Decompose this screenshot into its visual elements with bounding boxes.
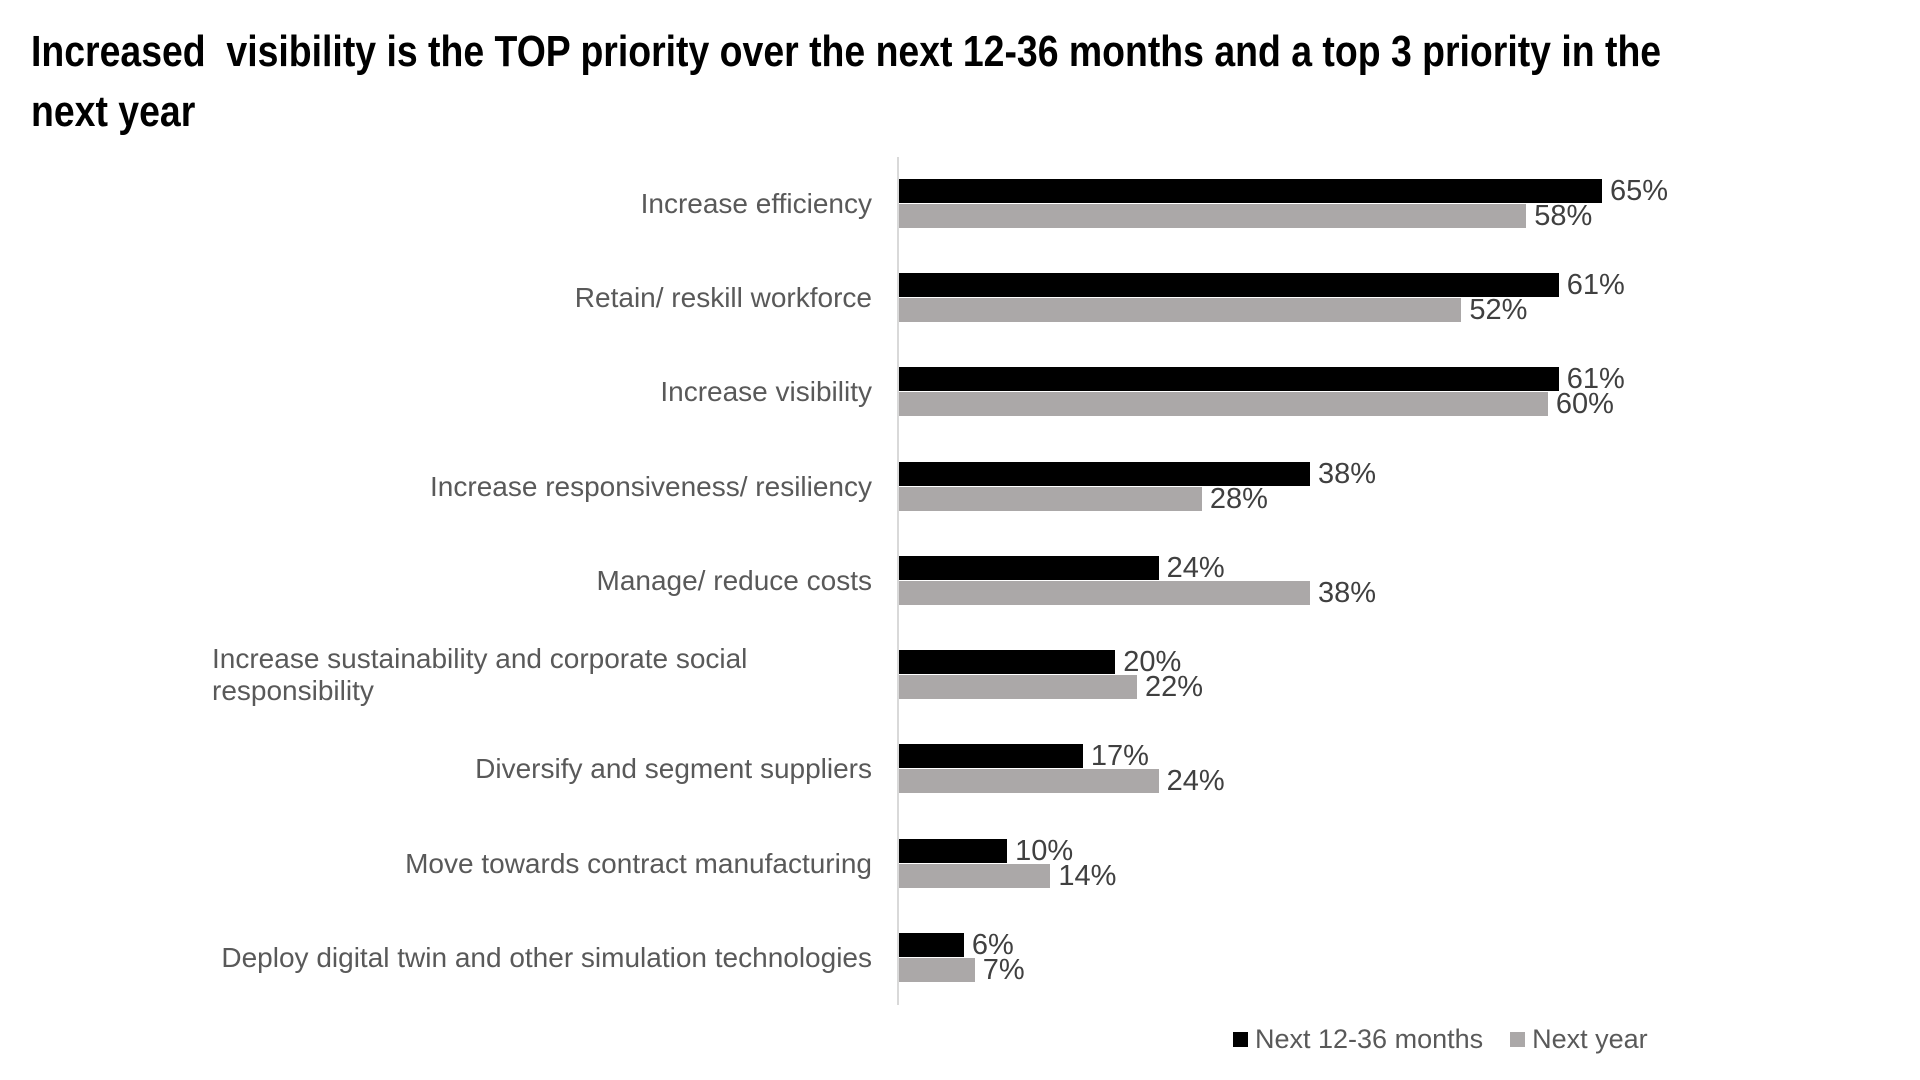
bar-next-12-36-months	[899, 932, 964, 957]
value-label: 20%	[1123, 646, 1182, 679]
category-label-text: Increase responsiveness/ resiliency	[430, 470, 872, 502]
bar-group-next-year: 14%	[899, 859, 1899, 892]
bar-row: 17% 24%	[899, 722, 1899, 798]
value-label: 24%	[1166, 765, 1225, 798]
bar-group-next-year: 28%	[899, 482, 1899, 515]
bar-row: 61% 52%	[899, 251, 1899, 327]
bar-next-year	[899, 957, 975, 982]
bar-next-12-36-months	[899, 367, 1559, 392]
category-label-text: Move towards contract manufacturing	[405, 847, 872, 879]
bar-next-12-36-months	[899, 461, 1310, 486]
category-label: Increase efficiency	[0, 157, 872, 251]
value-label: 38%	[1317, 457, 1377, 490]
bar-row: 20% 22%	[899, 628, 1899, 704]
bar-group-next-12-36-months: 61%	[899, 363, 1899, 396]
value-label: 14%	[1058, 859, 1117, 892]
bar-group-next-12-36-months: 38%	[899, 457, 1899, 490]
value-label: 24%	[1166, 551, 1225, 584]
category-label-text: Deploy digital twin and other simulation…	[221, 941, 872, 973]
bar-next-year	[899, 863, 1051, 888]
bar-next-12-36-months	[899, 179, 1602, 203]
bar-group-next-12-36-months: 17%	[899, 740, 1899, 773]
category-axis-labels: Increase efficiency Retain/ reskill workf…	[0, 157, 898, 1005]
value-label: 65%	[1610, 175, 1669, 207]
value-label: 60%	[1555, 388, 1614, 421]
bar-row: 38% 28%	[899, 440, 1899, 515]
bar-next-year	[899, 298, 1462, 323]
category-label-text: Manage/ reduce costs	[596, 564, 873, 596]
legend-swatch-next-year	[1510, 1032, 1526, 1047]
category-label: Increase responsiveness/ resiliency	[0, 440, 872, 534]
bar-group-next-12-36-months: 10%	[899, 834, 1899, 867]
category-label: Retain/ reskill workforce	[0, 251, 872, 345]
category-label-text: Increase sustainability and corporate so…	[212, 643, 748, 707]
category-label: Diversify and segment suppliers	[0, 722, 872, 816]
bar-next-year	[899, 675, 1137, 700]
category-label-text: Retain/ reskill workforce	[574, 282, 872, 314]
legend: Next 12-36 months Next year	[1233, 1024, 1648, 1055]
plot-area: 65% 58% 61% 52% 61% 60% 38% 28% 24% 38% 20% 22% 17% 2…	[899, 157, 1899, 1005]
category-label: Increase visibility	[0, 345, 872, 439]
legend-label-next-year: Next year	[1532, 1024, 1648, 1054]
value-label: 52%	[1469, 294, 1528, 327]
bar-row: 6% 7%	[899, 911, 1899, 986]
bar-next-12-36-months	[899, 273, 1559, 298]
value-label: 38%	[1317, 576, 1377, 609]
value-label: 58%	[1534, 200, 1593, 232]
bar-next-year	[899, 580, 1310, 605]
bar-group-next-12-36-months: 6%	[899, 928, 1899, 961]
chart-title-line2: next year	[31, 87, 196, 136]
bar-group-next-12-36-months: 24%	[899, 551, 1899, 584]
bar-next-year	[899, 769, 1159, 794]
value-label: 10%	[1015, 834, 1074, 867]
legend-label-next-12-36-months: Next 12-36 months	[1255, 1024, 1484, 1054]
bar-next-12-36-months	[899, 555, 1159, 580]
value-label: 17%	[1090, 740, 1149, 773]
bar-group-next-year: 60%	[899, 388, 1899, 421]
bar-group-next-year: 22%	[899, 671, 1899, 704]
value-label: 28%	[1209, 482, 1268, 515]
category-label-text: Diversify and segment suppliers	[475, 753, 872, 785]
bar-next-year	[899, 392, 1548, 417]
bar-group-next-year: 58%	[899, 200, 1899, 232]
bar-group-next-year: 24%	[899, 765, 1899, 798]
category-axis-line	[897, 157, 899, 1005]
category-label: Increase sustainability and corporate so…	[0, 628, 872, 722]
category-label: Move towards contract manufacturing	[0, 817, 872, 911]
category-label-text: Increase efficiency	[640, 188, 872, 219]
bar-next-12-36-months	[899, 838, 1008, 863]
value-label: 7%	[982, 953, 1025, 986]
category-label-text: Increase visibility	[660, 376, 872, 408]
legend-swatch-next-12-36-months	[1233, 1032, 1248, 1047]
value-label: 6%	[971, 928, 1014, 961]
value-label: 61%	[1566, 363, 1625, 396]
bar-row: 24% 38%	[899, 534, 1899, 609]
bar-group-next-year: 7%	[899, 953, 1899, 986]
bar-next-year	[899, 204, 1527, 228]
value-label: 61%	[1566, 269, 1625, 302]
bar-row: 61% 60%	[899, 345, 1899, 421]
chart-title: Increased visibility is the TOP priority…	[31, 22, 1901, 142]
bar-row: 65% 58%	[899, 157, 1899, 232]
bar-group-next-12-36-months: 65%	[899, 175, 1899, 207]
bar-next-year	[899, 486, 1202, 511]
bar-row: 10% 14%	[899, 817, 1899, 892]
category-label: Deploy digital twin and other simulation…	[0, 911, 872, 1005]
bar-group-next-12-36-months: 61%	[899, 269, 1899, 302]
category-label: Manage/ reduce costs	[0, 534, 873, 628]
bar-group-next-12-36-months: 20%	[899, 646, 1899, 679]
value-label: 22%	[1144, 671, 1203, 704]
bar-group-next-year: 52%	[899, 294, 1899, 327]
bar-next-12-36-months	[899, 650, 1116, 675]
bar-next-12-36-months	[899, 744, 1083, 769]
chart-title-line1: Increased visibility is the TOP priority…	[31, 27, 1662, 76]
bar-group-next-year: 38%	[899, 576, 1899, 609]
